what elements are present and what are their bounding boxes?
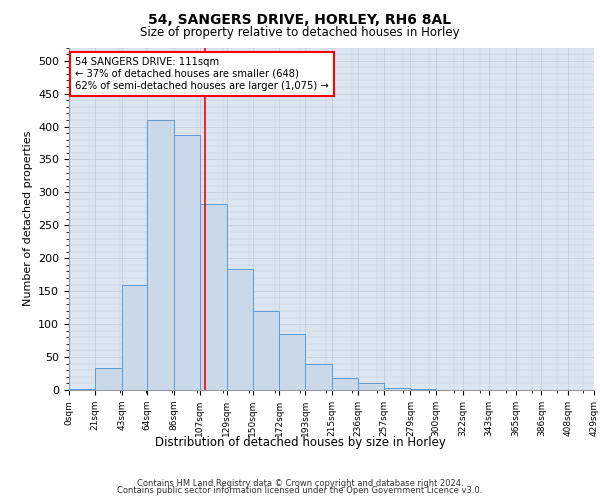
- Y-axis label: Number of detached properties: Number of detached properties: [23, 131, 32, 306]
- Text: Contains HM Land Registry data © Crown copyright and database right 2024.: Contains HM Land Registry data © Crown c…: [137, 478, 463, 488]
- Text: Distribution of detached houses by size in Horley: Distribution of detached houses by size …: [155, 436, 445, 449]
- Bar: [332, 378, 358, 390]
- Text: Contains public sector information licensed under the Open Government Licence v3: Contains public sector information licen…: [118, 486, 482, 495]
- Text: Size of property relative to detached houses in Horley: Size of property relative to detached ho…: [140, 26, 460, 39]
- Bar: [280, 334, 305, 390]
- Bar: [305, 364, 332, 390]
- Bar: [95, 368, 122, 390]
- Bar: [148, 120, 174, 390]
- Text: 54, SANGERS DRIVE, HORLEY, RH6 8AL: 54, SANGERS DRIVE, HORLEY, RH6 8AL: [148, 12, 452, 26]
- Bar: [253, 311, 280, 390]
- Bar: [122, 284, 148, 390]
- Bar: [383, 388, 410, 390]
- Bar: [174, 135, 200, 390]
- Bar: [200, 204, 227, 390]
- Bar: [358, 384, 383, 390]
- Bar: [69, 388, 95, 390]
- Bar: [227, 269, 253, 390]
- Text: 54 SANGERS DRIVE: 111sqm
← 37% of detached houses are smaller (648)
62% of semi-: 54 SANGERS DRIVE: 111sqm ← 37% of detach…: [75, 58, 329, 90]
